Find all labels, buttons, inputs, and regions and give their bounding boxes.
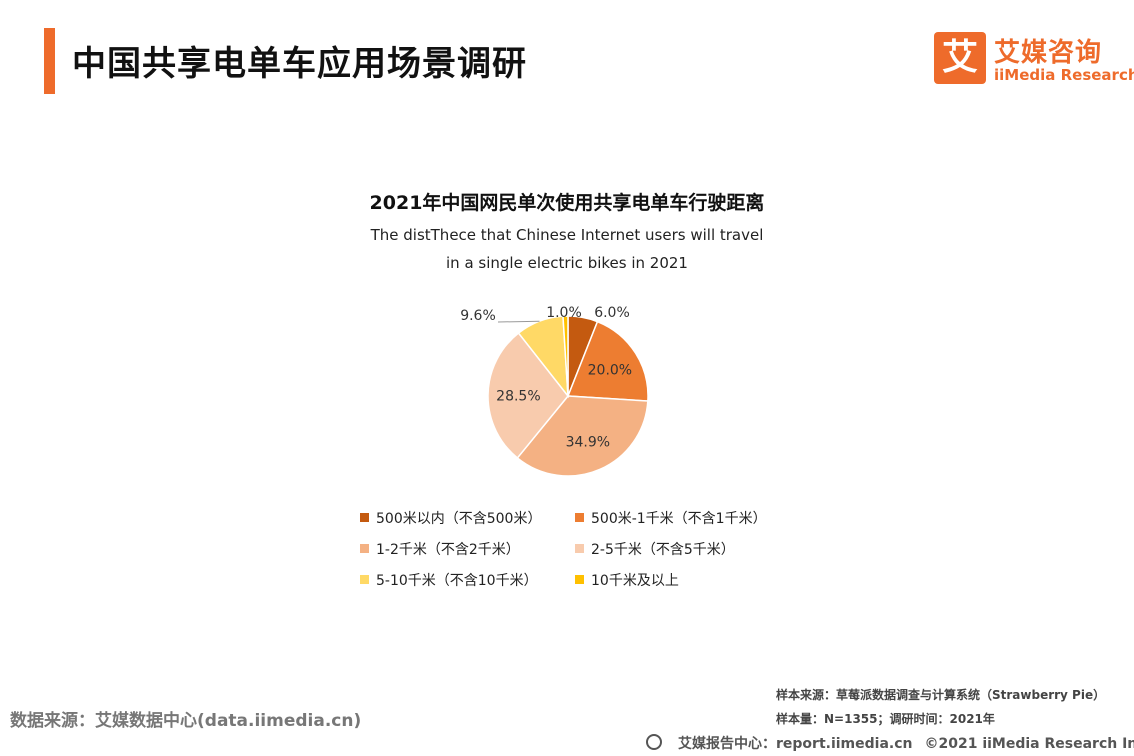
copyright: ©2021 iiMedia Research Inc xyxy=(924,736,1134,752)
legend-label: 2-5千米（不含5千米） xyxy=(591,542,735,558)
report-footer: 艾媒报告中心：report.iimedia.cn ©2021 iiMedia Re… xyxy=(646,733,1134,753)
pie-slice-label: 34.9% xyxy=(566,434,610,450)
title-accent-bar xyxy=(44,28,55,94)
pie-leader-line xyxy=(497,320,540,323)
pie-chart: 6.0% 20.0% 34.9% 28.5% 9.6% 1.0% xyxy=(460,305,649,477)
page-title: 中国共享电单车应用场景调研 xyxy=(72,44,527,84)
pie-slice xyxy=(566,320,649,402)
pie-slice-label: 6.0% xyxy=(594,305,630,321)
legend-label: 500米-1千米（不含1千米） xyxy=(591,511,767,527)
legend-swatch xyxy=(360,513,369,522)
legend-item: 500米以内（不含500米） xyxy=(360,508,541,528)
globe-icon xyxy=(646,734,662,750)
legend-swatch xyxy=(575,544,584,553)
legend-label: 5-10千米（不含10千米） xyxy=(376,573,538,589)
data-source: 数据来源：艾媒数据中心(data.iimedia.cn) xyxy=(10,711,362,731)
legend-swatch xyxy=(360,544,369,553)
legend-swatch xyxy=(575,513,584,522)
legend-label: 500米以内（不含500米） xyxy=(376,511,542,527)
sample-size: 样本量：N=1355；调研时间：2021年 xyxy=(776,712,995,726)
logo-mark-icon: 艾 xyxy=(934,32,986,84)
legend-item: 5-10千米（不含10千米） xyxy=(360,570,538,590)
sample-source: 样本来源：草莓派数据调查与计算系统（Strawberry Pie） xyxy=(776,688,1106,702)
chart-title: 2021年中国网民单次使用共享电单车行驶距离 xyxy=(369,192,765,214)
report-center-link[interactable]: 艾媒报告中心：report.iimedia.cn xyxy=(678,736,913,752)
pie-slice-label: 28.5% xyxy=(496,389,540,405)
legend-swatch xyxy=(575,575,584,584)
pie-slice xyxy=(516,395,649,477)
iimedia-logo: 艾 艾媒咨询 iiMedia Research xyxy=(934,32,1134,88)
chart-subtitle-line-2: in a single electric bikes in 2021 xyxy=(446,254,688,272)
pie-slice xyxy=(562,315,569,397)
pie-slice-label: 20.0% xyxy=(588,362,632,378)
pie-slice-label: 9.6% xyxy=(460,308,496,324)
legend-label: 1-2千米（不含2千米） xyxy=(376,542,520,558)
legend-item: 500米-1千米（不含1千米） xyxy=(575,508,767,528)
pie-slice-label: 1.0% xyxy=(546,305,582,321)
legend-item: 2-5千米（不含5千米） xyxy=(575,539,735,559)
logo-name-en: iiMedia Research xyxy=(994,66,1134,84)
legend-swatch xyxy=(360,575,369,584)
legend-item: 1-2千米（不含2千米） xyxy=(360,539,520,559)
pie-slice xyxy=(487,332,569,460)
logo-name-cn: 艾媒咨询 xyxy=(994,38,1103,68)
chart-subtitle-line-1: The distThece that Chinese Internet user… xyxy=(370,226,764,244)
legend-item: 10千米及以上 xyxy=(575,570,679,590)
legend-label: 10千米及以上 xyxy=(591,573,679,589)
